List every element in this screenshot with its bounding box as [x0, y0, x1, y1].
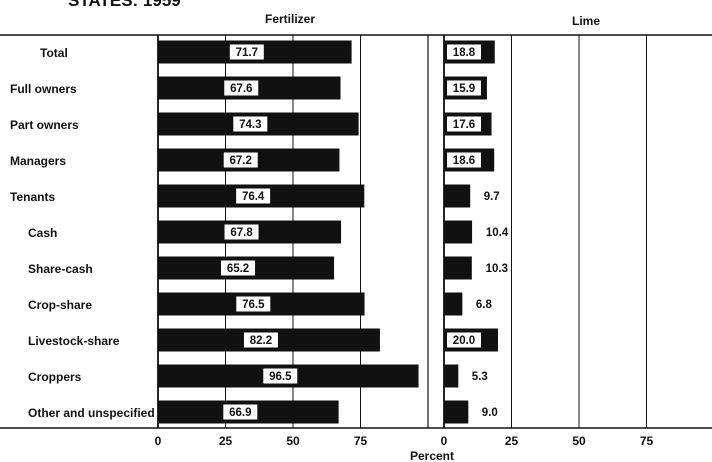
- header-fragment: STATES: 1959: [68, 0, 181, 10]
- fertilizer-label-box-croppers: [263, 368, 298, 384]
- lime-panel-title: Lime: [572, 14, 600, 28]
- fertilizer-data-label-share-cash: 65.2: [227, 263, 249, 275]
- lime-data-label-total: 18.8: [453, 47, 476, 59]
- category-labels: Total Full owners Part owners Managers Tenan…: [10, 46, 155, 420]
- panel-frames: [0, 34, 712, 429]
- fertilizer-label-box-share-cash: [221, 260, 256, 276]
- fertilizer-tick-label-25: 25: [219, 434, 233, 448]
- category-label-total: Total: [40, 46, 68, 60]
- lime-tick-label-25: 25: [505, 434, 519, 448]
- fertilizer-label-box-managers: [223, 152, 258, 168]
- lime-bar-share-cash: [444, 256, 472, 280]
- lime-data-label-other-and-unspecified: 9.0: [482, 407, 498, 419]
- fertilizer-label-box-livestock-share: [243, 332, 278, 348]
- fertilizer-label-box-total: [229, 44, 264, 60]
- lime-data-label-croppers: 5.3: [472, 371, 488, 383]
- fertilizer-label-box-tenants: [236, 188, 271, 204]
- lime-data-label-crop-share: 6.8: [476, 299, 493, 311]
- lime-bar-croppers: [444, 364, 459, 388]
- lime-data-label-tenants: 9.7: [484, 191, 500, 203]
- fertilizer-label-box-other-and-unspecified: [223, 404, 258, 420]
- lime-bar-cash: [444, 220, 473, 244]
- fertilizer-tick-label-50: 50: [286, 434, 300, 448]
- fertilizer-data-label-cash: 67.8: [230, 227, 253, 239]
- category-label-cash: Cash: [28, 226, 57, 240]
- fertilizer-label-box-cash: [224, 224, 259, 240]
- fertilizer-data-label-croppers: 96.5: [269, 371, 292, 383]
- x-axis-label: Percent: [410, 449, 454, 462]
- lime-label-box-full-owners: [447, 80, 481, 96]
- category-label-livestock-share: Livestock-share: [28, 334, 120, 348]
- lime-tick-label-50: 50: [572, 434, 586, 448]
- lime-label-box-livestock-share: [447, 332, 481, 348]
- fertilizer-data-label-managers: 67.2: [230, 155, 252, 167]
- category-label-share-cash: Share-cash: [28, 262, 93, 276]
- fertilizer-label-box-part-owners: [233, 116, 268, 132]
- tick-labels: 0 25 50 75 0 25 50 75: [155, 434, 654, 448]
- lime-tick-label-0: 0: [441, 434, 448, 448]
- lime-data-label-managers: 18.6: [453, 155, 475, 167]
- lime-label-box-part-owners: [447, 116, 481, 132]
- fertilizer-data-label-full-owners: 67.6: [230, 83, 252, 95]
- category-label-other-and-unspecified: Other and unspecified: [28, 406, 155, 420]
- bars: 71.7 67.6 74.3 67.2 76.4 67.8 65.2 76.5 82.2 96.5…: [158, 40, 509, 424]
- category-label-managers: Managers: [10, 154, 66, 168]
- fertilizer-tick-label-75: 75: [354, 434, 368, 448]
- lime-data-label-livestock-share: 20.0: [453, 335, 475, 347]
- fertilizer-data-label-tenants: 76.4: [242, 191, 265, 203]
- lime-label-box-managers: [447, 152, 481, 168]
- fertilizer-data-label-part-owners: 74.3: [239, 119, 261, 131]
- lime-data-label-full-owners: 15.9: [453, 83, 475, 95]
- fertilizer-data-label-crop-share: 76.5: [242, 299, 265, 311]
- lime-bar-other-and-unspecified: [444, 400, 469, 424]
- category-label-tenants: Tenants: [10, 190, 55, 204]
- lime-bar-crop-share: [444, 292, 463, 316]
- fertilizer-data-label-total: 71.7: [236, 47, 258, 59]
- fertilizer-label-box-full-owners: [224, 80, 259, 96]
- fertilizer-tick-label-0: 0: [155, 434, 162, 448]
- lime-data-label-share-cash: 10.3: [486, 263, 508, 275]
- lime-data-label-cash: 10.4: [486, 227, 509, 239]
- fertilizer-data-label-livestock-share: 82.2: [250, 335, 272, 347]
- lime-label-box-total: [447, 44, 481, 60]
- fertilizer-label-box-crop-share: [236, 296, 271, 312]
- lime-data-label-part-owners: 17.6: [453, 119, 475, 131]
- category-label-crop-share: Crop-share: [28, 298, 92, 312]
- category-label-part-owners: Part owners: [10, 118, 79, 132]
- fertilizer-data-label-other-and-unspecified: 66.9: [229, 407, 251, 419]
- category-label-full-owners: Full owners: [10, 82, 77, 96]
- lime-bar-tenants: [444, 184, 471, 208]
- category-label-croppers: Croppers: [28, 370, 82, 384]
- lime-tick-label-75: 75: [640, 434, 654, 448]
- fertilizer-panel-title: Fertilizer: [265, 12, 315, 26]
